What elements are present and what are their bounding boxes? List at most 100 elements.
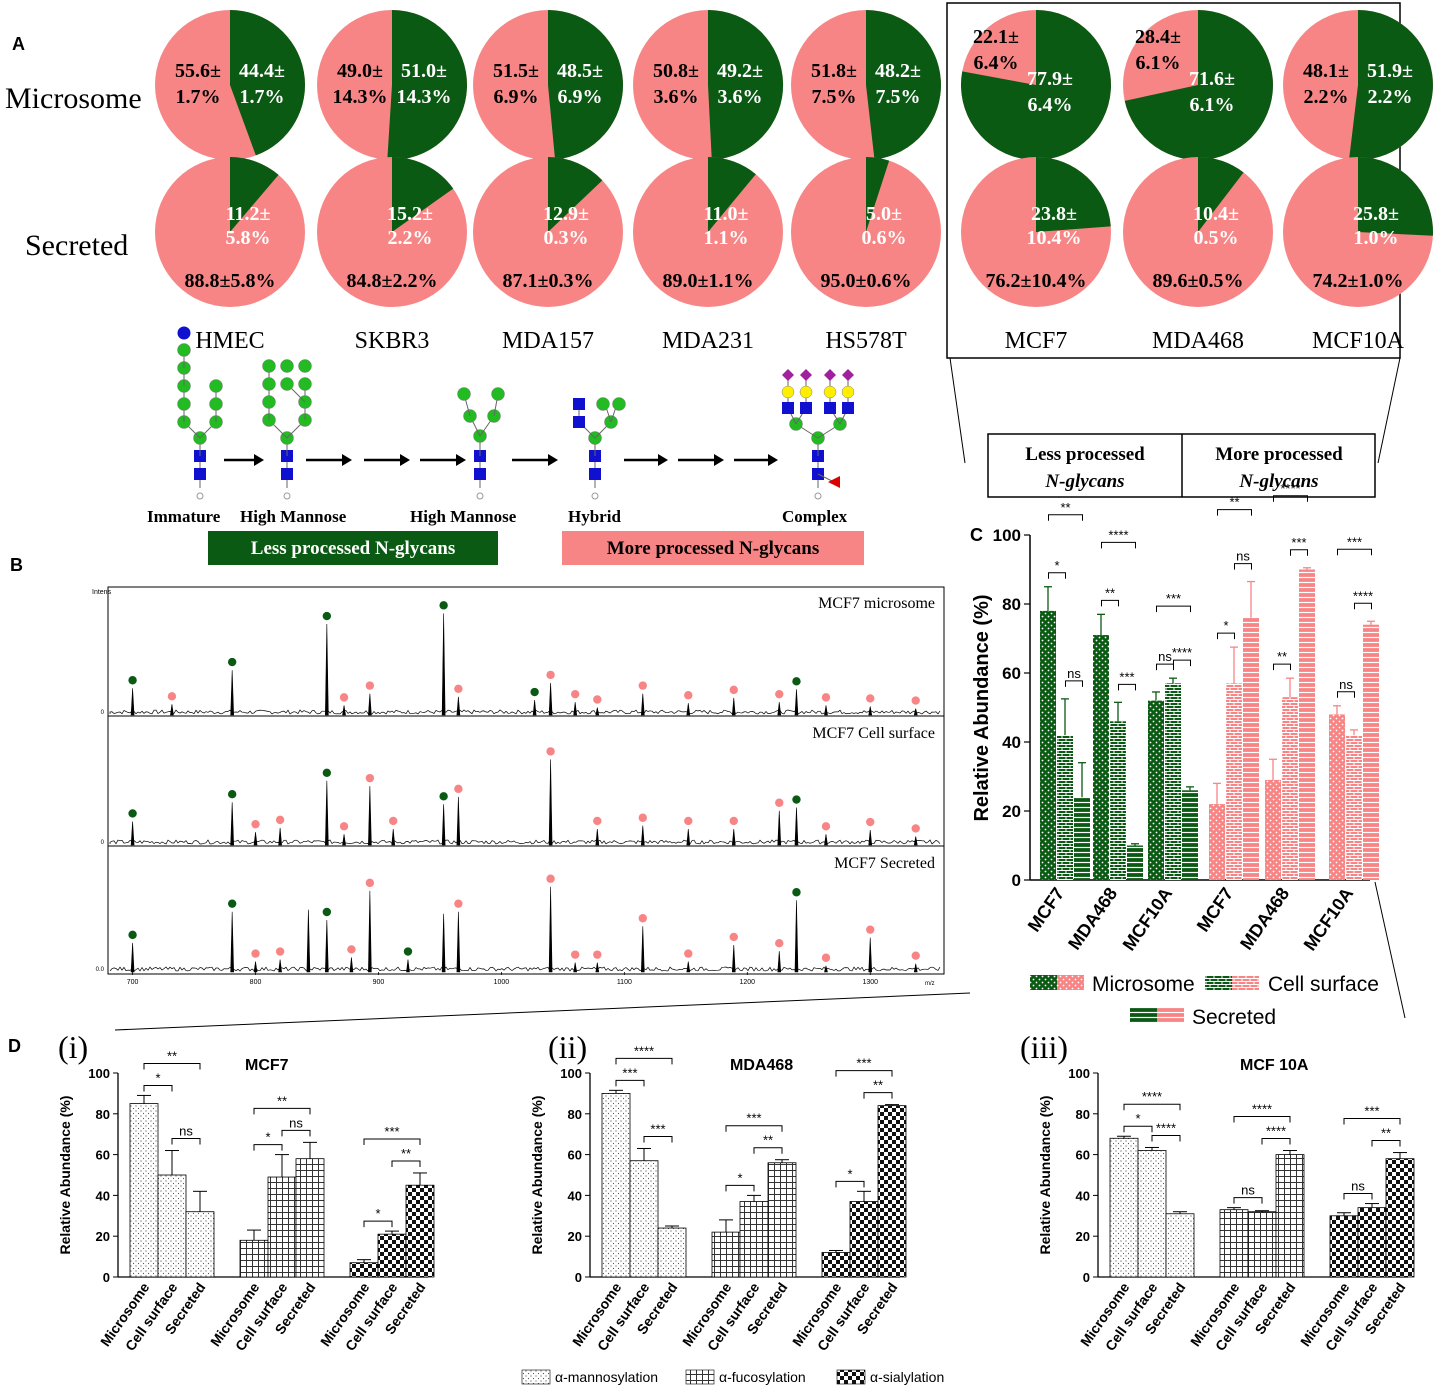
c-legend-swatch-green — [1205, 975, 1232, 990]
c-significance-label: **** — [1280, 481, 1300, 496]
secreted-slice-green-MCF7 — [1036, 157, 1111, 232]
galactose-circle — [841, 385, 855, 399]
d-bar-α-fucosylation — [767, 1162, 797, 1278]
reducing-end — [591, 492, 599, 500]
microsome-green-pct-HS578T: 7.5% — [876, 86, 921, 108]
d-y-tick-label: 20 — [568, 1229, 582, 1244]
d-bar-α-mannosylation — [185, 1211, 215, 1278]
spectrum-peak — [278, 827, 282, 846]
glcnac-square — [824, 402, 836, 414]
spectrum-peak — [368, 890, 372, 973]
peak-marker-pink — [347, 945, 356, 954]
d-bar-α-sialylation — [377, 1233, 407, 1278]
cell-line-label-SKBR3: SKBR3 — [355, 328, 430, 354]
c-significance-bracket — [1156, 663, 1174, 671]
mz-tick-label: 800 — [250, 979, 262, 986]
spectrum-peak — [391, 828, 396, 846]
peak-marker-pink — [911, 696, 920, 705]
c-significance-label: **** — [1108, 527, 1128, 542]
d-y-tick-label: 20 — [96, 1229, 110, 1244]
spectrum-zero-label: 0 — [101, 840, 105, 846]
secreted-pink-label-HMEC: 88.8±5.8% — [185, 270, 276, 292]
d-significance-label: ns — [179, 1124, 193, 1139]
microsome-pink-pct-MDA157: 6.9% — [494, 86, 539, 108]
c-significance-bracket — [1273, 495, 1308, 502]
mz-tick-label: 1000 — [494, 979, 510, 986]
d-y-tick-label: 20 — [1076, 1229, 1090, 1244]
d-chart-title: MCF 10A — [1240, 1057, 1309, 1074]
spectrum-title: MCF7 Secreted — [834, 855, 935, 872]
glcnac-square — [800, 402, 812, 414]
spectrum-peak — [342, 705, 346, 716]
secreted-pink-label-MDA231: 89.0±1.1% — [663, 270, 754, 292]
processing-legend-box: Less processed N-glycans More processed … — [949, 357, 1401, 498]
c-bar-microsome — [1209, 804, 1225, 880]
microsome-pink-label-HS578T: 51.8± — [811, 60, 857, 82]
c-significance-bracket — [1217, 509, 1252, 516]
d-legend-label: α-sialylation — [870, 1369, 944, 1385]
secreted-green-pct-HS578T: 0.6% — [862, 227, 907, 249]
connector-right — [1377, 357, 1401, 464]
c-significance-label: **** — [1353, 588, 1373, 603]
d-significance-label: * — [155, 1070, 160, 1085]
peak-marker-pink — [638, 813, 647, 822]
d-significance-bracket — [1343, 1118, 1401, 1125]
d-bar-α-fucosylation — [739, 1201, 769, 1278]
c-bar-microsome — [1040, 610, 1056, 880]
spectrum-peak — [731, 697, 736, 716]
c-bar-secreted — [1182, 790, 1198, 880]
spectrum-peak — [456, 796, 461, 846]
d-y-tick-label: 60 — [568, 1148, 582, 1163]
c-y-axis-title: Relative Abundance (%) — [971, 594, 993, 821]
d-significance-label: ** — [401, 1146, 411, 1161]
spectrum-baseline — [109, 966, 941, 972]
microsome-slice-green-MCF10A — [1349, 10, 1433, 160]
spectrum-peak — [640, 926, 645, 973]
d-significance-label: *** — [622, 1065, 637, 1080]
glcnac-square — [281, 468, 293, 480]
secreted-pink-label-SKBR3: 84.8±2.2% — [347, 270, 438, 292]
spectrum-peak — [868, 829, 873, 846]
peak-marker-green — [439, 792, 448, 801]
row-label-secreted: Secreted — [25, 229, 128, 262]
d-significance-bracket — [363, 1220, 393, 1228]
c-significance-bracket — [1101, 541, 1136, 549]
mannose-circle — [280, 359, 294, 373]
stage-label-immature: Immature — [147, 507, 221, 526]
microsome-green-pct-HMEC: 1.7% — [240, 86, 285, 108]
legend-less-line2: N-glycans — [1044, 471, 1124, 492]
d-roman-label: (iii) — [1020, 1029, 1068, 1065]
peak-marker-pink — [570, 689, 580, 699]
mannose-circle — [612, 397, 626, 411]
stage-label-hybrid: Hybrid — [568, 507, 621, 526]
c-significance-bracket — [1290, 549, 1308, 556]
peak-marker-pink — [339, 822, 349, 831]
d-y-tick-label: 40 — [568, 1188, 582, 1203]
d-significance-bracket — [1371, 1140, 1401, 1147]
microsome-green-label-HMEC: 44.4± — [239, 60, 285, 82]
d-significance-label: ns — [1241, 1183, 1255, 1198]
cell-line-label-HS578T: HS578T — [825, 328, 907, 354]
d-significance-bracket — [1343, 1193, 1373, 1200]
peak-marker-pink — [684, 816, 693, 826]
d-significance-bracket — [143, 1062, 201, 1070]
mannose-circle — [596, 397, 610, 411]
reducing-end — [476, 492, 484, 500]
spectrum-peak — [456, 696, 461, 716]
d-significance-bracket — [281, 1129, 311, 1137]
d-bar-α-fucosylation — [1219, 1209, 1249, 1278]
peak-marker-pink — [167, 692, 177, 701]
spectrum-peak — [868, 937, 873, 973]
spectrum-peak — [686, 961, 691, 973]
d-bar-α-mannosylation — [1137, 1150, 1167, 1278]
cell-line-label-HMEC: HMEC — [195, 328, 264, 354]
peak-marker-green — [439, 601, 448, 610]
d-significance-bracket — [253, 1144, 283, 1151]
spectrum-peak — [368, 693, 372, 716]
d-significance-bracket — [835, 1180, 865, 1188]
c-bar-microsome — [1265, 779, 1281, 880]
spectrum-baseline — [109, 709, 941, 715]
d-legend-label: α-fucosylation — [719, 1369, 806, 1385]
c-bar-secreted — [1074, 797, 1090, 880]
c-significance-label: *** — [1119, 669, 1134, 684]
